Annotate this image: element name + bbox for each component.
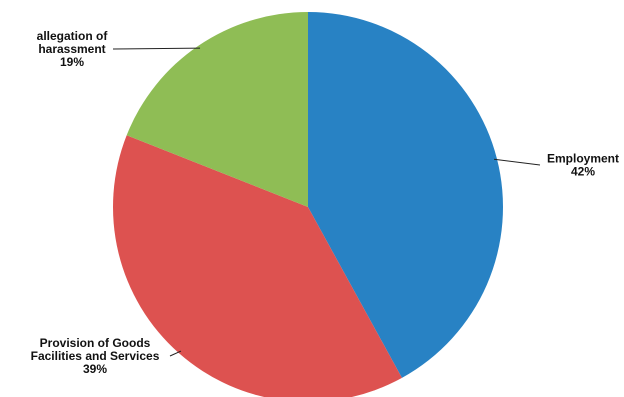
slice-name-line: harassment bbox=[38, 42, 105, 56]
slice-label-2: allegation of harassment 19% bbox=[37, 29, 109, 69]
slice-name-line: Employment bbox=[547, 152, 619, 166]
pie-slices bbox=[113, 12, 504, 397]
leader-lines bbox=[112, 47, 541, 357]
leader-line-1 bbox=[169, 350, 182, 357]
pie-slice-2 bbox=[126, 12, 308, 207]
slice-name-line: Provision of Goods bbox=[40, 336, 151, 350]
slice-value-label: 42% bbox=[571, 165, 595, 179]
leader-line-0 bbox=[493, 158, 541, 166]
slice-labels: Employment 42% Provision of Goods Facilitie… bbox=[31, 29, 619, 376]
slice-label-1: Provision of Goods Facilities and Service… bbox=[31, 336, 160, 376]
slice-name-line: Facilities and Services bbox=[31, 349, 160, 363]
pie-slice-1 bbox=[113, 135, 402, 397]
slice-value-label: 19% bbox=[60, 55, 84, 69]
leader-line-2 bbox=[112, 47, 201, 50]
slice-value-label: 39% bbox=[83, 362, 107, 376]
pie-slice-0 bbox=[308, 12, 504, 378]
slice-label-0: Employment 42% bbox=[547, 152, 619, 179]
slice-name-line: allegation of bbox=[37, 29, 109, 43]
